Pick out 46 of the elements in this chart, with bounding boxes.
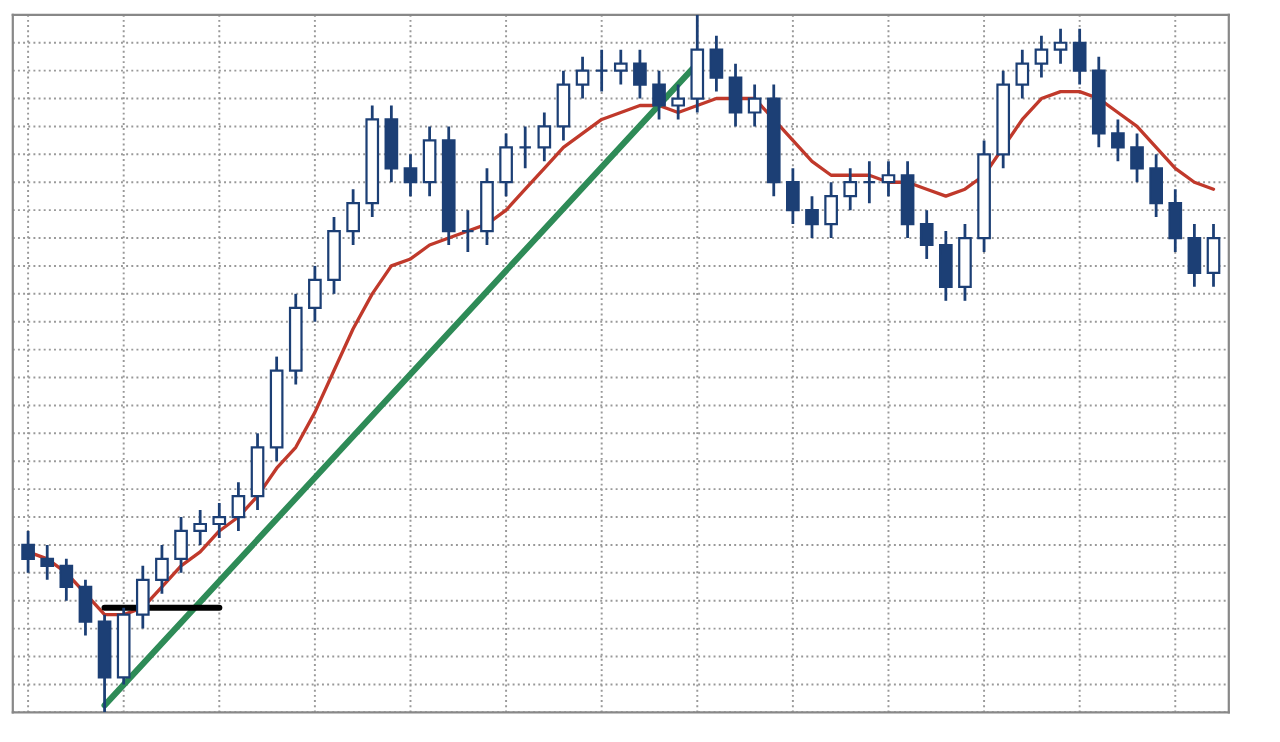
candlestick: [346, 187, 360, 247]
candlestick: [575, 55, 590, 100]
candlestick: [938, 229, 953, 303]
candlestick: [671, 83, 685, 121]
candlestick: [193, 508, 208, 547]
candlestick: [1034, 34, 1049, 79]
candlestick: [308, 264, 322, 324]
candlestick: [805, 194, 819, 240]
candlestick: [652, 69, 666, 121]
candlestick: [518, 125, 533, 170]
candlestick: [499, 132, 513, 198]
candlestick: [1206, 222, 1221, 289]
candlestick: [40, 543, 55, 582]
candlestick: [422, 125, 437, 198]
candlestick: [1149, 152, 1163, 219]
candlestick: [786, 166, 800, 226]
candlestick: [21, 529, 35, 575]
candlestick: [174, 515, 188, 575]
candlestick: [59, 557, 74, 603]
candlestick: [709, 34, 724, 93]
candlestick: [1168, 187, 1183, 254]
candlestick: [824, 180, 838, 240]
candlestick: [843, 166, 858, 212]
candlestick: [461, 208, 475, 254]
candlestick: [556, 69, 571, 142]
candlestick: [1111, 118, 1125, 163]
candlestick: [231, 480, 246, 533]
candlestick: [155, 543, 169, 596]
candlestick: [613, 48, 628, 86]
candlestick: [1187, 222, 1202, 289]
candlestick: [1130, 132, 1144, 184]
candlestick: [537, 111, 552, 163]
candlestick: [403, 152, 418, 198]
candlestick: [135, 564, 150, 631]
candlestick: [919, 208, 934, 261]
candlestick: [747, 83, 762, 128]
candlestick: [594, 48, 609, 93]
candlestick: [862, 159, 877, 205]
candlestick: [633, 48, 647, 100]
candlestick: [1072, 27, 1087, 86]
candlestick: [728, 62, 743, 128]
candlestick: [212, 501, 227, 540]
candlestick: [78, 578, 93, 637]
candlestick: [881, 159, 896, 198]
candlestick: [1015, 48, 1030, 100]
candlestick: [1053, 27, 1068, 66]
